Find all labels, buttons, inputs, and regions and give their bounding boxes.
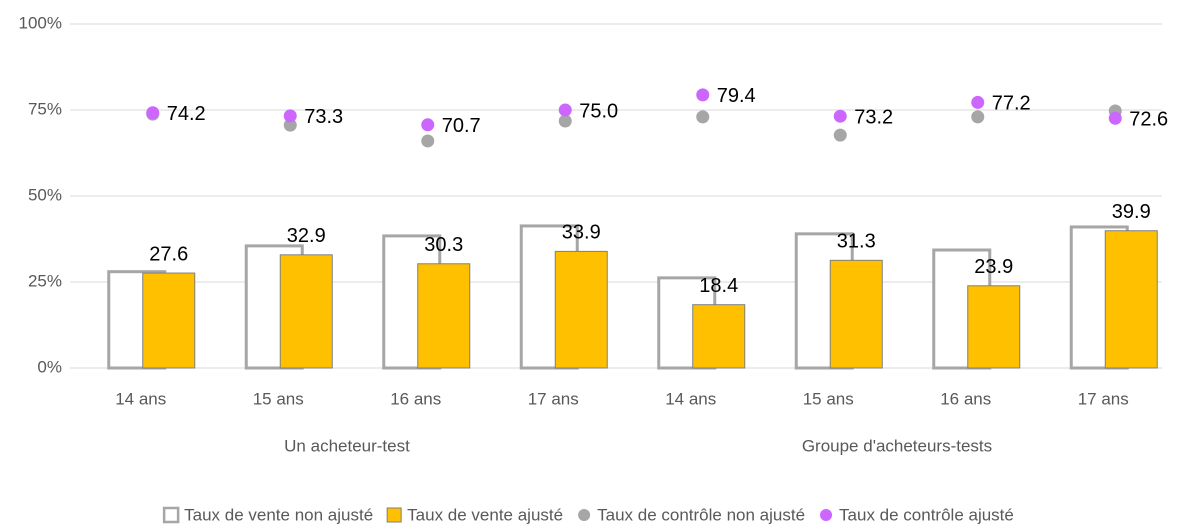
legend-marker bbox=[162, 506, 180, 524]
legend-marker bbox=[820, 509, 833, 521]
dot bbox=[421, 118, 435, 132]
data-label: 77.2 bbox=[992, 93, 1031, 115]
legend-label: Taux de contrôle non ajusté bbox=[597, 505, 805, 524]
dot bbox=[283, 118, 297, 132]
bar-adjusted bbox=[279, 254, 333, 369]
data-label: 79.4 bbox=[717, 85, 756, 107]
x-tick-label: 17 ans bbox=[1078, 389, 1129, 408]
dot bbox=[558, 114, 572, 128]
dot bbox=[283, 109, 297, 123]
y-tick-label: 100% bbox=[19, 13, 62, 32]
bar-adjusted bbox=[829, 259, 883, 369]
data-label: 33.9 bbox=[562, 222, 601, 244]
data-label: 70.7 bbox=[442, 115, 481, 137]
x-tick-label: 16 ans bbox=[390, 389, 441, 408]
dot bbox=[558, 103, 572, 117]
group-label: Un acheteur-test bbox=[284, 436, 410, 455]
dot bbox=[696, 110, 710, 124]
bar-adjusted bbox=[1104, 230, 1158, 369]
group-label: Groupe d'acheteurs-tests bbox=[802, 436, 992, 455]
data-label: 32.9 bbox=[287, 225, 326, 247]
x-tick-label: 15 ans bbox=[803, 389, 854, 408]
data-label: 73.2 bbox=[854, 106, 893, 128]
dot bbox=[833, 128, 847, 142]
x-tick-label: 14 ans bbox=[665, 389, 716, 408]
bar-adjusted bbox=[554, 250, 608, 369]
dot bbox=[421, 134, 435, 148]
data-label: 73.3 bbox=[304, 106, 343, 128]
data-label: 74.2 bbox=[167, 103, 206, 125]
dot bbox=[971, 95, 985, 109]
dot bbox=[146, 106, 160, 120]
legend-marker bbox=[386, 507, 402, 523]
dot bbox=[971, 110, 985, 124]
data-label: 18.4 bbox=[699, 275, 738, 297]
y-tick-label: 0% bbox=[37, 357, 62, 376]
data-label: 23.9 bbox=[974, 256, 1013, 278]
bar-adjusted bbox=[967, 285, 1021, 369]
legend-label: Taux de contrôle ajusté bbox=[839, 505, 1014, 524]
legend-marker bbox=[578, 509, 591, 521]
y-tick-label: 75% bbox=[28, 99, 62, 118]
dot bbox=[696, 88, 710, 102]
x-tick-label: 14 ans bbox=[115, 389, 166, 408]
legend-label: Taux de vente non ajusté bbox=[184, 505, 373, 524]
legend-label: Taux de vente ajusté bbox=[407, 505, 563, 524]
data-label: 39.9 bbox=[1112, 201, 1151, 223]
x-tick-label: 17 ans bbox=[528, 389, 579, 408]
data-label: 75.0 bbox=[579, 100, 618, 122]
dot bbox=[833, 109, 847, 123]
data-label: 72.6 bbox=[1129, 109, 1168, 131]
x-tick-label: 15 ans bbox=[253, 389, 304, 408]
data-label: 31.3 bbox=[837, 231, 876, 253]
x-tick-label: 16 ans bbox=[940, 389, 991, 408]
bar-adjusted bbox=[692, 304, 746, 369]
y-tick-label: 50% bbox=[28, 185, 62, 204]
data-label: 27.6 bbox=[149, 243, 188, 265]
dot bbox=[1108, 111, 1122, 125]
bar-adjusted bbox=[142, 272, 196, 369]
bar-adjusted bbox=[417, 263, 471, 369]
data-label: 30.3 bbox=[424, 234, 463, 256]
y-tick-label: 25% bbox=[28, 271, 62, 290]
